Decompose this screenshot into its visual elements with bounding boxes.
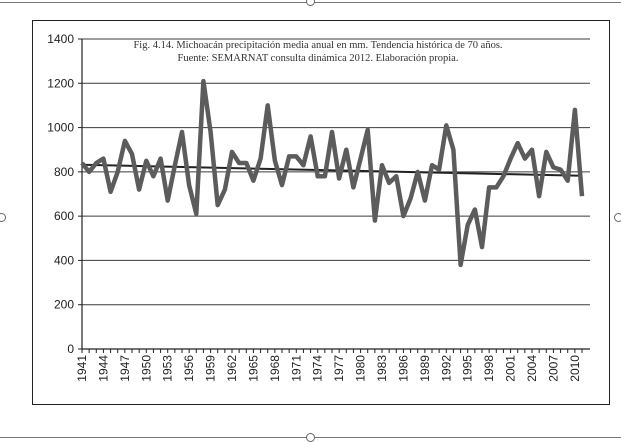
x-tick-label: 1974 xyxy=(311,355,325,382)
y-axis-ticks: 0 200 400 600 800 1000 1200 1400 xyxy=(47,32,82,356)
y-tick-label: 1400 xyxy=(47,32,74,46)
x-tick-label: 1992 xyxy=(439,355,453,382)
x-tick-label: 1965 xyxy=(246,355,260,382)
x-tick-label: 1953 xyxy=(161,355,175,382)
resize-handle-top[interactable] xyxy=(306,0,315,6)
x-tick-label: 1956 xyxy=(182,355,196,382)
x-tick-label: 1986 xyxy=(396,355,410,382)
y-tick-label: 0 xyxy=(67,342,74,356)
y-tick-label: 1000 xyxy=(47,121,74,135)
x-tick-label: 2010 xyxy=(568,355,582,382)
x-tick-label: 1959 xyxy=(204,355,218,382)
x-tick-label: 1998 xyxy=(482,355,496,382)
x-tick-label: 1989 xyxy=(418,355,432,382)
x-tick-label: 2007 xyxy=(546,355,560,382)
resize-handle-right[interactable] xyxy=(614,213,621,222)
y-tick-label: 200 xyxy=(54,298,74,312)
x-tick-label: 1980 xyxy=(354,355,368,382)
chart-subtitle: Fuente: SEMARNAT consulta dinámica 2012.… xyxy=(178,53,459,64)
x-tick-label: 1977 xyxy=(332,355,346,382)
chart-container xyxy=(32,20,610,405)
chart-title: Fig. 4.14. Michoacán precipitación media… xyxy=(133,40,502,51)
trend-line xyxy=(81,163,583,177)
x-tick-label: 1968 xyxy=(268,355,282,382)
x-axis-ticks: 1941 1944 1947 1950 1953 1956 1959 1962 1965 1968… xyxy=(75,349,583,382)
y-tick-label: 600 xyxy=(54,209,74,223)
y-tick-label: 800 xyxy=(54,165,74,179)
precipitation-series-line xyxy=(80,78,585,268)
y-tick-label: 1200 xyxy=(47,76,74,90)
x-tick-label: 1944 xyxy=(96,355,110,382)
x-tick-label: 2001 xyxy=(504,355,518,382)
grid-lines xyxy=(82,38,590,306)
x-tick-label: 1947 xyxy=(118,355,132,382)
y-tick-label: 400 xyxy=(54,253,74,267)
x-tick-label: 1995 xyxy=(461,355,475,382)
x-tick-label: 2004 xyxy=(525,355,539,382)
x-tick-label: 1983 xyxy=(375,355,389,382)
resize-handle-left[interactable] xyxy=(0,213,6,222)
x-tick-label: 1962 xyxy=(225,355,239,382)
x-tick-label: 1971 xyxy=(289,355,303,382)
x-tick-label: 1941 xyxy=(75,355,89,382)
x-tick-label: 1950 xyxy=(139,355,153,382)
